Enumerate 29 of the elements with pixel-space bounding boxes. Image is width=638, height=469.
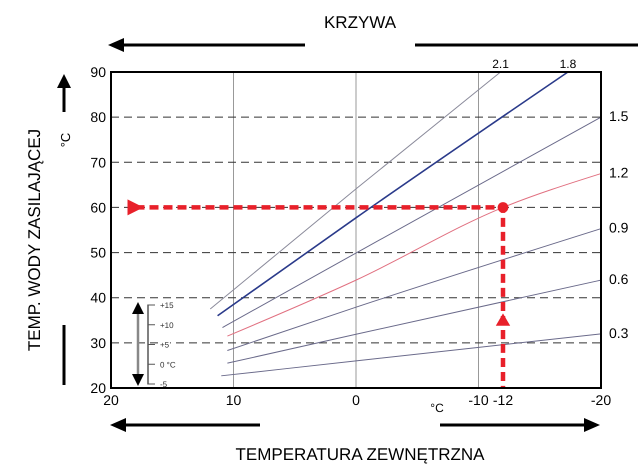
series-label: 0.6 [609, 271, 629, 288]
line-series [226, 173, 602, 337]
text: °C [58, 132, 73, 148]
x-tick-label: -12 [492, 392, 514, 408]
x-tick-label: 0 [352, 392, 360, 408]
y-tick-label: 80 [90, 109, 106, 126]
series-label: 0.9 [609, 220, 629, 236]
y-tick-label: 90 [90, 64, 106, 80]
y-tick-label: 60 [90, 199, 106, 216]
x-tick-label: -20 [590, 392, 612, 408]
x-tick-label: 10 [226, 392, 242, 408]
y-tick-label: 70 [90, 154, 106, 170]
text: °C [430, 401, 444, 415]
y-axis-title: TEMP. WODY ZASILAJĄCEJ [25, 128, 44, 352]
series-label: 1.2 [609, 164, 629, 181]
chart-title: KRZYWA [324, 13, 397, 32]
y-tick-label: 50 [90, 244, 106, 261]
annotation: -5 [160, 380, 168, 389]
y-tick-label: 30 [90, 334, 106, 351]
y-tick-label: 40 [90, 290, 106, 306]
x-axis-title: TEMPERATURA ZEWNĘTRZNA [235, 445, 486, 464]
series-label: 1.5 [609, 108, 629, 124]
x-tick-label: -10 [468, 392, 489, 408]
annotation: +10 [160, 320, 174, 330]
annotation: +15 [160, 301, 174, 310]
series-label: 0.3 [609, 324, 629, 341]
series-label: 1.8 [560, 57, 577, 71]
annotation: 0 °C [160, 360, 176, 370]
series-label: 2.1 [492, 57, 510, 71]
